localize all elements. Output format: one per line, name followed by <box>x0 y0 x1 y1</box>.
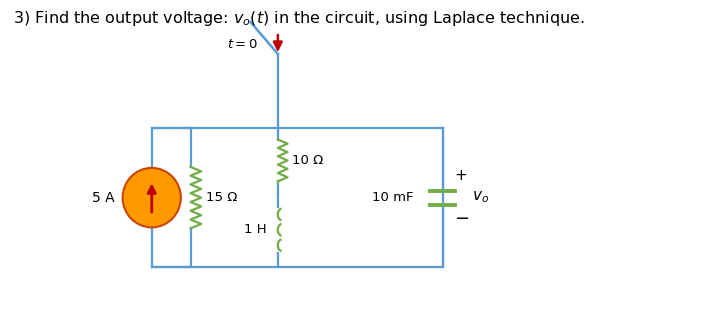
Text: 10 mF: 10 mF <box>372 191 413 204</box>
Circle shape <box>123 168 181 227</box>
Text: 5 A: 5 A <box>92 191 115 205</box>
Text: 10 Ω: 10 Ω <box>292 154 323 167</box>
Text: $v_o$: $v_o$ <box>472 190 489 205</box>
Text: 3) Find the output voltage: $v_o(t)$ in the circuit, using Laplace technique.: 3) Find the output voltage: $v_o(t)$ in … <box>13 9 584 28</box>
Text: $t=0$: $t=0$ <box>228 38 258 50</box>
Text: −: − <box>455 210 470 228</box>
Text: 15 Ω: 15 Ω <box>206 191 237 204</box>
Text: +: + <box>455 168 467 183</box>
Text: 1 H: 1 H <box>244 223 266 236</box>
